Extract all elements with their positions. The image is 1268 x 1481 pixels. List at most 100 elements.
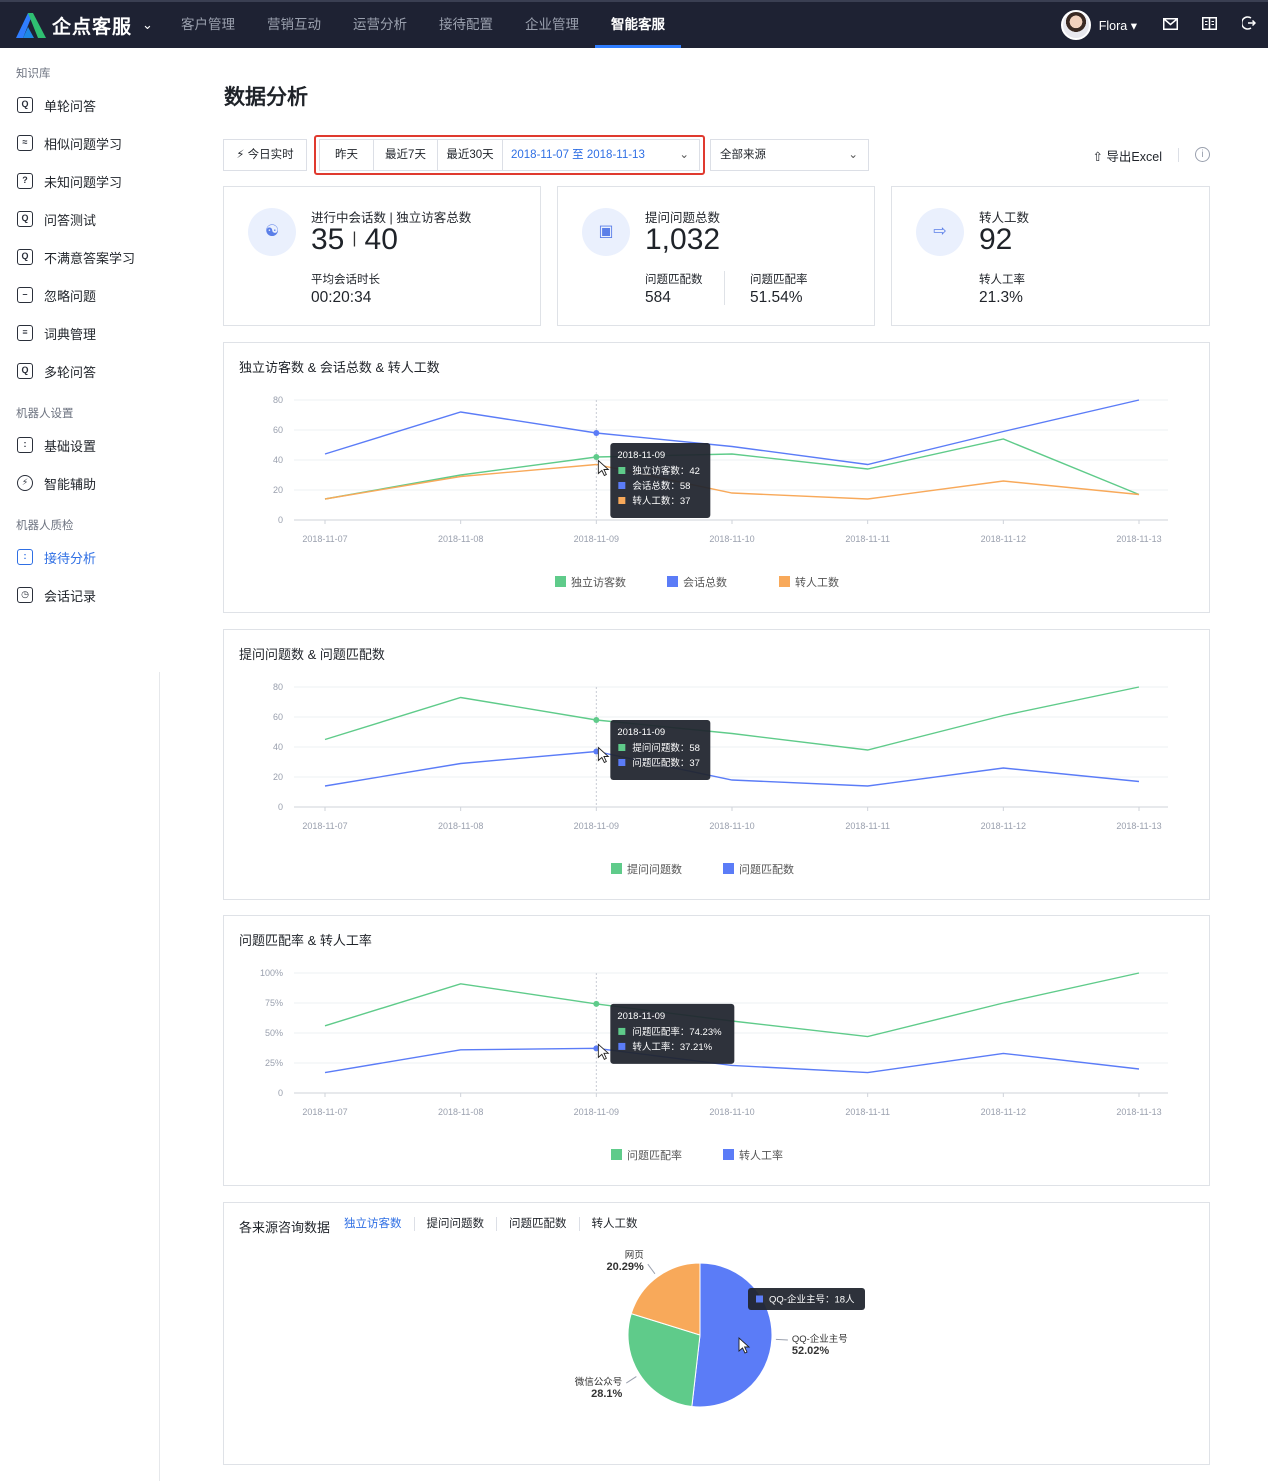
tooltip-swatch [618,482,626,489]
mouse-cursor-icon [597,459,610,477]
data-point [593,430,600,436]
stat-sub-value: 21.3% [979,289,1023,306]
tab-questions[interactable]: 提问问题数 [415,1217,497,1231]
mail-icon[interactable] [1151,17,1190,34]
info-icon[interactable]: i [1195,147,1210,162]
y-tick-label: 80 [273,682,283,692]
sidebar-item-label: 基础设置 [44,438,97,454]
transfer-icon: ⇨ [916,208,964,256]
last-30-days-button[interactable]: 最近30天 [437,139,503,171]
chart-panel-sources: 各来源咨询数据 独立访客数 提问问题数 问题匹配数 转人工数 QQ-企业主号 52… [223,1202,1210,1465]
tooltip-row: 转人工率：37.21% [632,1041,712,1053]
stat-label: 提问问题总数 [645,211,721,225]
sidebar-item-label: 词典管理 [44,326,97,342]
sidebar-item-label: 会话记录 [44,588,97,604]
tab-transfer[interactable]: 转人工数 [591,1218,638,1230]
avatar[interactable] [1060,10,1091,40]
source-select[interactable]: 全部来源 ⌄ [710,139,869,171]
sidebar-item-dictionary[interactable]: ≡ 词典管理 [0,314,160,352]
sidebar-item-basic-settings[interactable]: : 基础设置 [0,426,160,464]
export-excel-button[interactable]: ⇧ 导出Excel [1092,146,1162,165]
sidebar-item-multi-qa[interactable]: Q 多轮问答 [0,352,160,390]
nav-item-reception[interactable]: 接待配置 [439,17,493,32]
tab-matched[interactable]: 问题匹配数 [497,1217,580,1231]
nav-item-customer[interactable]: 客户管理 [181,17,235,32]
stat-sub-label: 问题匹配率 [750,274,808,286]
book-icon[interactable] [1190,16,1229,34]
y-tick-label: 100% [260,968,283,978]
mouse-cursor-icon [597,1043,610,1060]
pie-slice-label: 微信公众号 [575,1376,623,1388]
question-icon: ? [17,173,33,189]
tooltip-swatch [618,467,626,474]
sidebar-item-single-qa[interactable]: Q 单轮问答 [0,86,160,124]
brand-logo[interactable]: 企点客服 ⌄ [14,10,153,40]
pie-slice-percent: 28.1% [591,1388,622,1400]
chevron-down-icon[interactable]: ⌄ [142,17,153,32]
legend-swatch [723,1149,734,1160]
user-menu[interactable]: Flora ▾ [1099,18,1137,33]
record-icon: ◷ [17,587,33,603]
dictionary-icon: ≡ [17,325,33,341]
tooltip-row: QQ-企业主号：18人 [769,1294,855,1306]
pie-label-line [775,1338,788,1341]
nav-item-enterprise[interactable]: 企业管理 [525,17,579,32]
sidebar-item-session-records[interactable]: ◷ 会话记录 [0,576,160,614]
logout-icon[interactable] [1229,16,1268,34]
sidebar-divider [159,672,160,1481]
sidebar-group-title: 知识库 [16,68,51,80]
legend-swatch [611,1149,622,1160]
sidebar-item-label: 单轮问答 [44,98,97,114]
date-range-picker[interactable]: 2018-11-07 至 2018-11-13 ⌄ [502,139,700,171]
sidebar-item-qa-test[interactable]: Q 问答测试 [0,200,160,238]
tooltip-box [748,1288,865,1310]
pie-slice-label: 网页 [625,1250,644,1261]
sidebar-item-label: 接待分析 [44,550,97,566]
y-tick-label: 60 [273,712,283,722]
export-icon: ⇧ [1092,150,1103,164]
nav-item-smart-service[interactable]: 智能客服 [595,2,681,48]
pie-slice-percent: 52.02% [792,1345,830,1357]
series-line-1 [324,438,1140,500]
sidebar-item-unsatisfied-answers[interactable]: Q 不满意答案学习 [0,238,160,276]
chart-title: 提问问题数 & 问题匹配数 [239,647,385,662]
nav-item-operations[interactable]: 运营分析 [353,17,407,32]
sidebar-item-reception-analysis[interactable]: : 接待分析 [0,538,160,576]
y-tick-label: 20 [273,772,283,782]
x-tick-label: 2018-11-13 [1116,821,1161,831]
today-realtime-label: 今日实时 [247,149,294,161]
y-tick-label: 25% [265,1058,283,1068]
mouse-cursor-icon [597,746,610,764]
sidebar-item-ignored-questions[interactable]: – 忽略问题 [0,276,160,314]
divider [1178,148,1179,162]
tooltip-row: 问题匹配率：74.23% [632,1026,722,1038]
line-chart-rates[interactable]: 0 25% 50% 75% 100% 2018-11-07 2018-11-08 2018-1… [224,916,1209,1185]
top-navbar: 企点客服 ⌄ 客户管理 营销互动 运营分析 接待配置 企业管理 智能客服 Flo… [0,0,1268,48]
y-tick-label: 40 [273,742,283,752]
sidebar-item-label: 多轮问答 [44,364,97,380]
nav-item-marketing[interactable]: 营销互动 [267,17,321,32]
sidebar-item-unknown-questions[interactable]: ? 未知问题学习 [0,162,160,200]
x-tick-label: 2018-11-12 [981,534,1026,544]
sidebar-item-label: 忽略问题 [44,288,97,304]
legend-label: 问题匹配率 [627,1148,682,1162]
sidebar-item-smart-assist[interactable]: ⚡ 智能辅助 [0,464,160,502]
sidebar-item-label: 智能辅助 [44,476,97,492]
line-chart-questions[interactable]: 0 20 40 60 80 2018-11-07 2018-11-08 2018-11-09 2… [224,630,1209,899]
last-7-days-button[interactable]: 最近7天 [373,139,438,171]
ignore-icon: – [17,287,33,303]
tooltip-box [610,720,711,780]
tab-unique-visitors[interactable]: 独立访客数 [344,1217,415,1231]
stat-card-transfer: ⇨ 转人工数 92 转人工率 21.3% [891,186,1210,326]
sidebar-item-similar-questions[interactable]: ≈ 相似问题学习 [0,124,160,162]
x-tick-label: 2018-11-10 [709,534,754,544]
pie-slice-3 [630,1262,701,1336]
legend-label: 转人工数 [795,575,839,589]
y-tick-label: 0 [278,515,283,525]
chart-panel-questions: 提问问题数 & 问题匹配数 0 20 40 60 80 2018-11-07 2018-11… [223,629,1210,900]
today-realtime-button[interactable]: ⚡︎ 今日实时 [223,139,307,171]
line-chart-visitors[interactable]: 0 20 40 60 80 2018-11-07 2018-11-08 2018-11-09 2… [224,343,1209,612]
tooltip-title: 2018-11-09 [617,1011,665,1022]
sidebar-item-label: 问答测试 [44,212,97,228]
